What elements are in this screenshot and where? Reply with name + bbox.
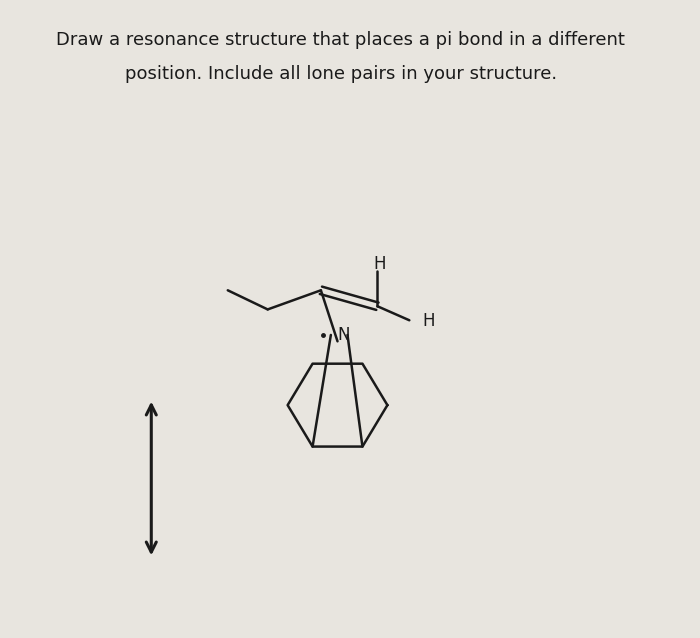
Text: Draw a resonance structure that places a pi bond in a different: Draw a resonance structure that places a… [57,31,625,48]
Text: H: H [373,255,386,273]
Text: position. Include all lone pairs in your structure.: position. Include all lone pairs in your… [125,65,557,83]
Text: N: N [337,326,350,344]
Text: H: H [422,312,435,330]
